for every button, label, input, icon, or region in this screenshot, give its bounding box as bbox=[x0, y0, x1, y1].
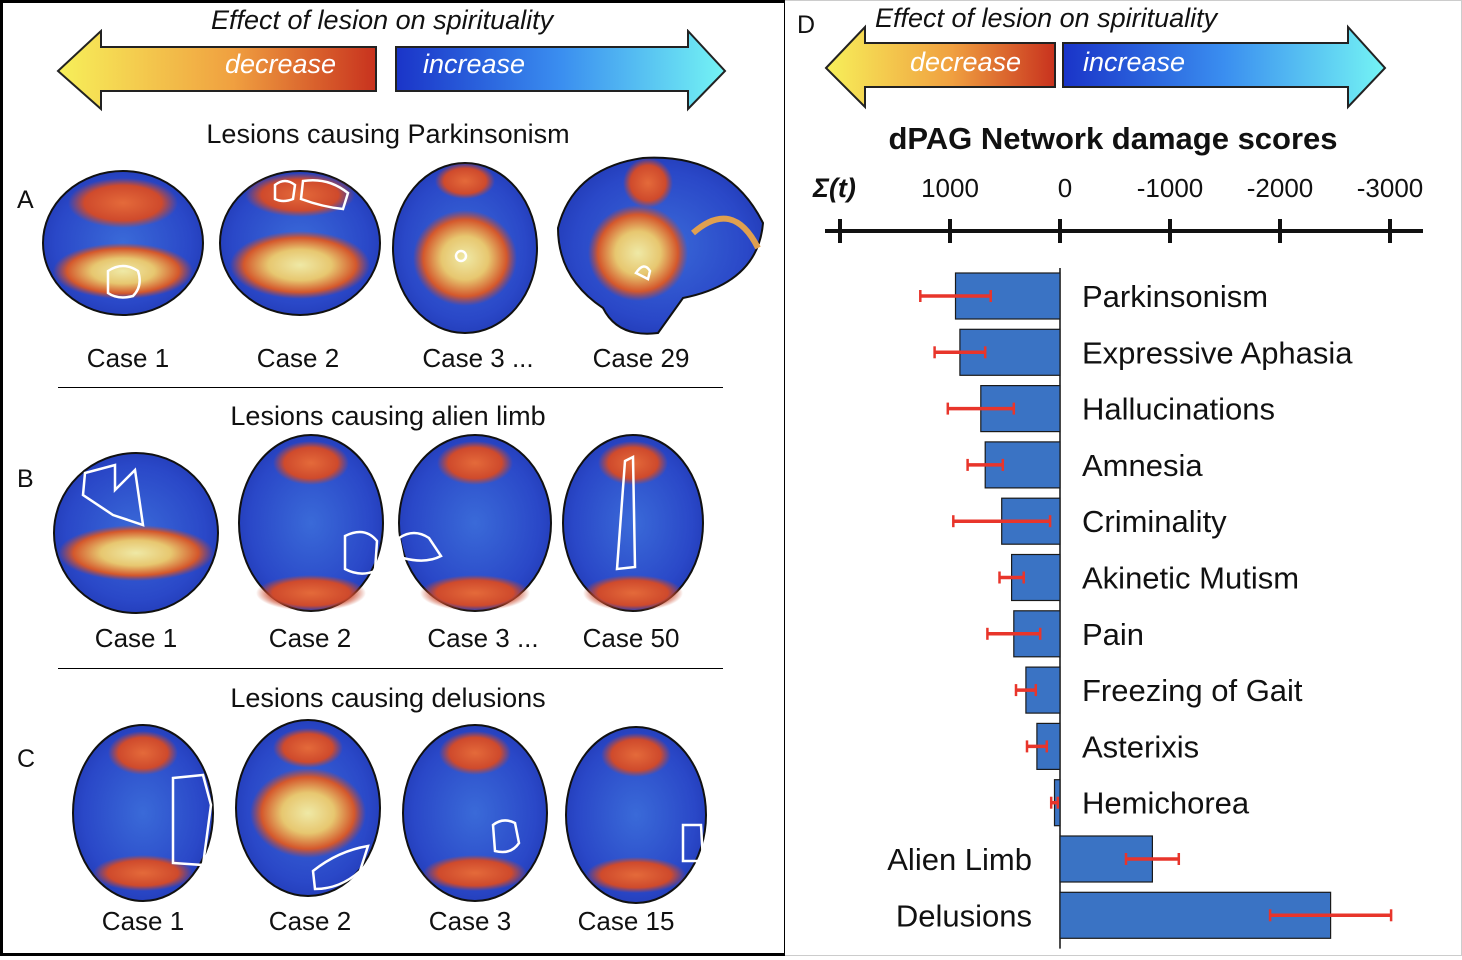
panel-d-letter: D bbox=[797, 11, 816, 39]
x-tick-label: -3000 bbox=[1357, 173, 1424, 203]
panel-b-case-4: Case 50 bbox=[582, 623, 680, 653]
effect-title: Effect of lesion on spirituality bbox=[211, 5, 554, 35]
decrease-label: decrease bbox=[225, 49, 337, 79]
divider-bc bbox=[58, 668, 723, 669]
brain-images bbox=[42, 156, 765, 904]
brain-a1 bbox=[42, 170, 204, 316]
panel-b-case-2: Case 2 bbox=[268, 623, 352, 653]
brain-a2 bbox=[219, 170, 381, 316]
decrease-arrow bbox=[56, 29, 377, 112]
brain-b3 bbox=[397, 434, 552, 612]
x-axis-label: Σ(t) bbox=[812, 173, 856, 203]
panel-a-case-1: Case 1 bbox=[86, 343, 170, 373]
panel-b-title: Lesions causing alien limb bbox=[230, 401, 546, 431]
category-label: Pain bbox=[1082, 617, 1144, 652]
category-label: Akinetic Mutism bbox=[1082, 561, 1299, 596]
left-panel: Effect of lesion on spirituality decreas… bbox=[0, 0, 787, 956]
panel-c-title: Lesions causing delusions bbox=[230, 683, 546, 713]
chart-title: dPAG Network damage scores bbox=[888, 121, 1337, 156]
increase-arrow-d bbox=[1062, 24, 1387, 110]
damage-score-chart: dPAG Network damage scores Σ(t) 1000 0 -10… bbox=[812, 121, 1423, 949]
x-axis: 1000 0 -1000 -2000 -3000 bbox=[825, 173, 1423, 243]
panel-a-title: Lesions causing Parkinsonism bbox=[206, 119, 570, 149]
category-label: Delusions bbox=[896, 898, 1032, 933]
category-label: Parkinsonism bbox=[1082, 279, 1268, 314]
brain-c3 bbox=[402, 724, 548, 902]
right-panel: D Effect of lesion on spirituality decre… bbox=[785, 0, 1462, 956]
brain-c4 bbox=[565, 726, 707, 904]
panel-c-case-1: Case 1 bbox=[101, 906, 185, 936]
brain-a3 bbox=[392, 162, 538, 334]
category-label: Alien Limb bbox=[887, 842, 1032, 877]
spirituality-arrow-d bbox=[824, 24, 1387, 110]
category-label: Expressive Aphasia bbox=[1082, 335, 1353, 370]
panel-a-case-4: Case 29 bbox=[592, 343, 690, 373]
decrease-arrow-d bbox=[824, 24, 1056, 110]
brain-b2 bbox=[238, 434, 384, 612]
increase-arrow bbox=[395, 29, 727, 112]
x-tick-label: 1000 bbox=[921, 173, 979, 203]
panel-b-case-1: Case 1 bbox=[94, 623, 178, 653]
increase-label-d: increase bbox=[1083, 47, 1186, 77]
category-label: Freezing of Gait bbox=[1082, 673, 1303, 708]
brain-c1 bbox=[72, 724, 214, 902]
panel-b-case-3: Case 3 ... bbox=[427, 623, 539, 653]
brain-a4 bbox=[556, 156, 765, 335]
panel-a-case-3: Case 3 ... bbox=[422, 343, 534, 373]
divider-ab bbox=[58, 387, 723, 388]
decrease-label-d: decrease bbox=[910, 47, 1022, 77]
category-label: Asterixis bbox=[1082, 729, 1199, 764]
panel-c-case-3: Case 3 bbox=[428, 906, 512, 936]
category-label: Amnesia bbox=[1082, 448, 1203, 483]
panel-a-case-2: Case 2 bbox=[256, 343, 340, 373]
spirituality-arrow bbox=[56, 29, 727, 112]
brain-b4 bbox=[562, 434, 704, 612]
panel-c-case-2: Case 2 bbox=[268, 906, 352, 936]
panel-c-letter: C bbox=[17, 745, 36, 773]
panel-a-letter: A bbox=[17, 186, 34, 214]
effect-title-d: Effect of lesion on spirituality bbox=[875, 3, 1218, 33]
category-label: Hemichorea bbox=[1082, 786, 1250, 821]
category-label: Criminality bbox=[1082, 504, 1227, 539]
x-tick-label: -2000 bbox=[1247, 173, 1314, 203]
brain-c2 bbox=[235, 719, 381, 897]
panel-c-case-4: Case 15 bbox=[577, 906, 675, 936]
category-label: Hallucinations bbox=[1082, 392, 1275, 427]
bars: Parkinsonism Expressive Aphasia Hallucinat… bbox=[887, 268, 1393, 949]
x-tick-label: -1000 bbox=[1137, 173, 1204, 203]
brain-b1 bbox=[53, 452, 219, 614]
x-tick-label: 0 bbox=[1058, 173, 1072, 203]
panel-b-letter: B bbox=[17, 465, 34, 493]
increase-label: increase bbox=[423, 49, 526, 79]
